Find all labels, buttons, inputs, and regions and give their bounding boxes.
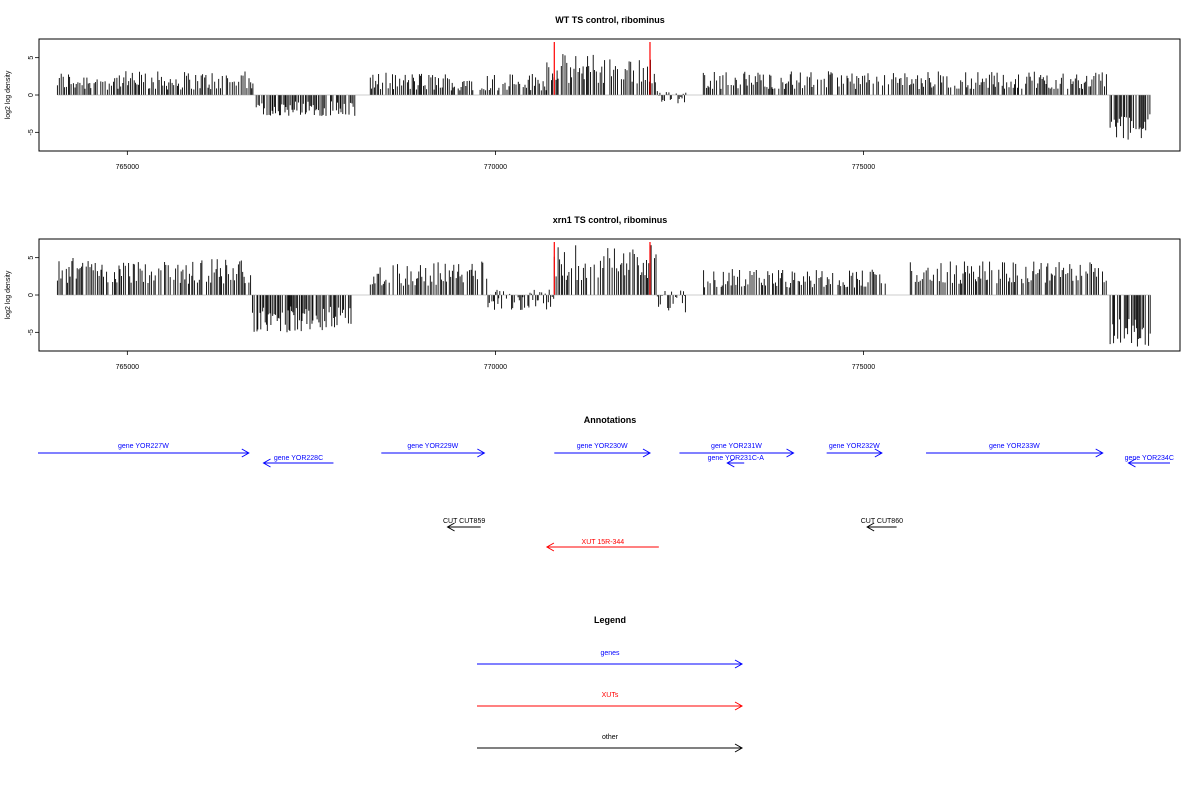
feature-other: CUT CUT860 <box>861 518 903 532</box>
feature-list: gene YOR227W gene YOR228C gene YOR229W gene… <box>38 443 1174 552</box>
feature-label: gene YOR230W <box>577 443 628 450</box>
y-tick-label: 0 <box>28 293 35 297</box>
x-tick-label: 765000 <box>116 364 139 371</box>
density-bars <box>56 54 1151 140</box>
feature-gene: gene YOR232W <box>826 443 883 458</box>
y-tick-label: -5 <box>28 329 35 335</box>
arrowhead-icon <box>726 458 735 468</box>
y-tick-label: 0 <box>28 93 35 97</box>
feature-gene: gene YOR234C <box>1125 455 1174 468</box>
track-panel-xrn1: xrn1 TS control, ribominus log2 log dens… <box>5 215 1181 371</box>
legend-entries: genes XUTs other <box>477 650 744 753</box>
arrowhead-icon <box>1127 458 1136 468</box>
arrowhead-icon <box>446 522 455 532</box>
arrowhead-icon <box>866 522 875 532</box>
y-axis-label: log2 log density <box>5 70 12 119</box>
feature-gene: gene YOR230W <box>554 443 651 458</box>
highlight-lines <box>553 42 651 95</box>
legend-label: other <box>602 734 619 741</box>
legend-entry-xut: XUTs <box>477 692 744 711</box>
arrowhead-icon <box>874 448 883 458</box>
y-tick-label: -5 <box>28 129 35 135</box>
feature-label: gene YOR234C <box>1125 455 1174 462</box>
feature-label: gene YOR231C-A <box>708 455 765 462</box>
y-axis: -5 0 5 <box>28 256 39 335</box>
feature-other: CUT CUT859 <box>443 518 485 532</box>
feature-label: CUT CUT860 <box>861 518 903 525</box>
legend-entry-other: other <box>477 734 744 753</box>
arrowhead-icon <box>1095 448 1104 458</box>
legend-label: genes <box>600 650 620 657</box>
feature-gene: gene YOR231C-A <box>708 455 765 468</box>
legend-title: Legend <box>594 615 626 625</box>
highlight-lines <box>553 242 651 295</box>
arrowhead-icon <box>545 542 555 552</box>
legend-label: XUTs <box>602 692 619 699</box>
feature-gene: gene YOR228C <box>262 455 334 468</box>
x-axis: 765000 770000 775000 <box>116 351 875 371</box>
x-axis: 765000 770000 775000 <box>116 151 875 171</box>
y-axis: -5 0 5 <box>28 56 39 135</box>
arrowhead-icon <box>262 458 271 468</box>
track-panel-wt: WT TS control, ribominus log2 log densit… <box>5 15 1181 171</box>
feature-label: CUT CUT859 <box>443 518 485 525</box>
legend-entry-gene: genes <box>477 650 744 669</box>
y-tick-label: 5 <box>28 256 35 260</box>
y-axis-label: log2 log density <box>5 270 12 319</box>
legend-panel: Legend genes XUTs other <box>477 615 744 753</box>
track-title: xrn1 TS control, ribominus <box>553 215 668 225</box>
annotations-title: Annotations <box>584 415 637 425</box>
feature-label: gene YOR227W <box>118 443 169 450</box>
feature-xut: XUT 15R-344 <box>545 539 659 552</box>
x-tick-label: 775000 <box>852 364 875 371</box>
feature-gene: gene YOR231W <box>679 443 795 458</box>
x-tick-label: 770000 <box>484 364 507 371</box>
arrowhead-icon <box>477 448 486 458</box>
feature-label: gene YOR231W <box>711 443 762 450</box>
x-tick-label: 765000 <box>116 164 139 171</box>
arrowhead-icon <box>734 701 744 711</box>
feature-label: gene YOR233W <box>989 443 1040 450</box>
arrowhead-icon <box>734 659 744 669</box>
x-tick-label: 770000 <box>484 164 507 171</box>
arrowhead-icon <box>642 448 651 458</box>
feature-label: gene YOR229W <box>407 443 458 450</box>
feature-label: XUT 15R-344 <box>582 539 625 546</box>
feature-gene: gene YOR233W <box>926 443 1104 458</box>
arrowhead-icon <box>241 448 250 458</box>
arrowhead-icon <box>734 743 744 753</box>
x-tick-label: 775000 <box>852 164 875 171</box>
feature-gene: gene YOR229W <box>381 443 486 458</box>
track-title: WT TS control, ribominus <box>555 15 665 25</box>
density-bars <box>56 245 1151 347</box>
feature-label: gene YOR232W <box>829 443 880 450</box>
feature-gene: gene YOR227W <box>38 443 250 458</box>
feature-label: gene YOR228C <box>274 455 323 462</box>
arrowhead-icon <box>786 448 795 458</box>
y-tick-label: 5 <box>28 56 35 60</box>
